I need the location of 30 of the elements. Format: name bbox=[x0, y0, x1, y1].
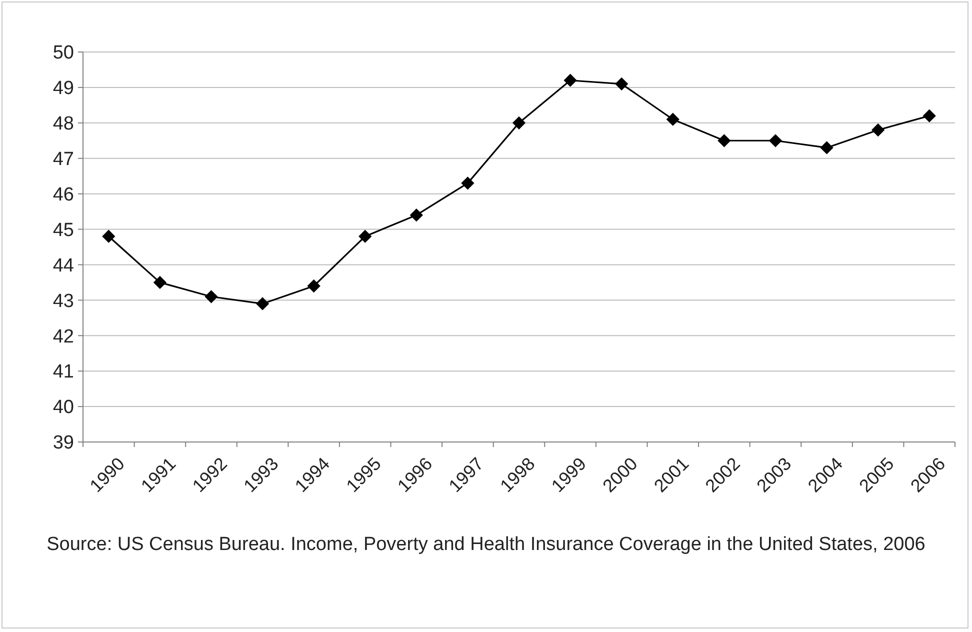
y-tick-label: 40 bbox=[52, 397, 74, 418]
point bbox=[512, 116, 526, 130]
y-tick-label: 42 bbox=[52, 326, 74, 348]
y-tick-label: 43 bbox=[52, 290, 74, 312]
y-tick-label: 44 bbox=[52, 255, 74, 276]
y-tick-label: 50 bbox=[52, 42, 74, 64]
y-tick-label: 49 bbox=[52, 78, 74, 100]
y-tick-label: 46 bbox=[52, 184, 74, 206]
point bbox=[564, 74, 577, 87]
point bbox=[307, 279, 320, 293]
point bbox=[153, 276, 167, 290]
point bbox=[922, 109, 936, 122]
point bbox=[256, 297, 270, 310]
point bbox=[718, 134, 731, 148]
y-tick-label: 39 bbox=[52, 432, 74, 454]
point bbox=[410, 208, 423, 222]
point bbox=[666, 112, 680, 126]
point bbox=[768, 134, 782, 148]
point bbox=[204, 290, 218, 304]
point bbox=[615, 77, 628, 90]
point bbox=[102, 230, 116, 243]
point bbox=[358, 230, 372, 243]
point bbox=[820, 141, 834, 154]
source-note: Source: US Census Bureau. Income, Poverty and Health Insurance Coverage in the United States, 2006 bbox=[46, 533, 926, 557]
point bbox=[461, 176, 474, 190]
point bbox=[871, 123, 885, 137]
y-tick-label: 45 bbox=[52, 220, 74, 241]
y-tick-label: 41 bbox=[52, 362, 74, 383]
y-tick-label: 47 bbox=[52, 149, 74, 170]
y-tick-label: 48 bbox=[52, 114, 74, 135]
